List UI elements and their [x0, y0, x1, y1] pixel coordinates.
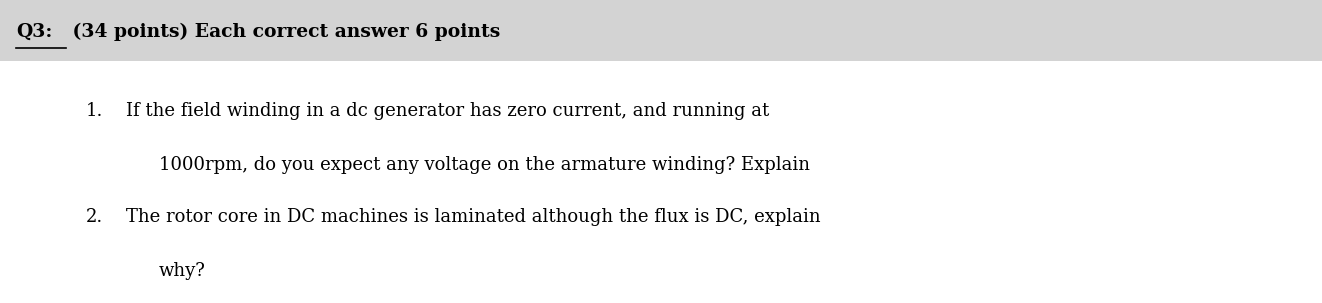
Text: Q3:: Q3: [16, 23, 53, 41]
Text: If the field winding in a dc generator has zero current, and running at: If the field winding in a dc generator h… [126, 102, 769, 120]
Text: 1.: 1. [86, 102, 103, 120]
Text: 2.: 2. [86, 208, 103, 226]
Text: The rotor core in DC machines is laminated although the flux is DC, explain: The rotor core in DC machines is laminat… [126, 208, 820, 226]
Text: why?: why? [159, 262, 205, 280]
FancyBboxPatch shape [0, 0, 1322, 61]
Text: 1000rpm, do you expect any voltage on the armature winding? Explain: 1000rpm, do you expect any voltage on th… [159, 156, 809, 174]
Text: (34 points) Each correct answer 6 points: (34 points) Each correct answer 6 points [66, 23, 500, 41]
